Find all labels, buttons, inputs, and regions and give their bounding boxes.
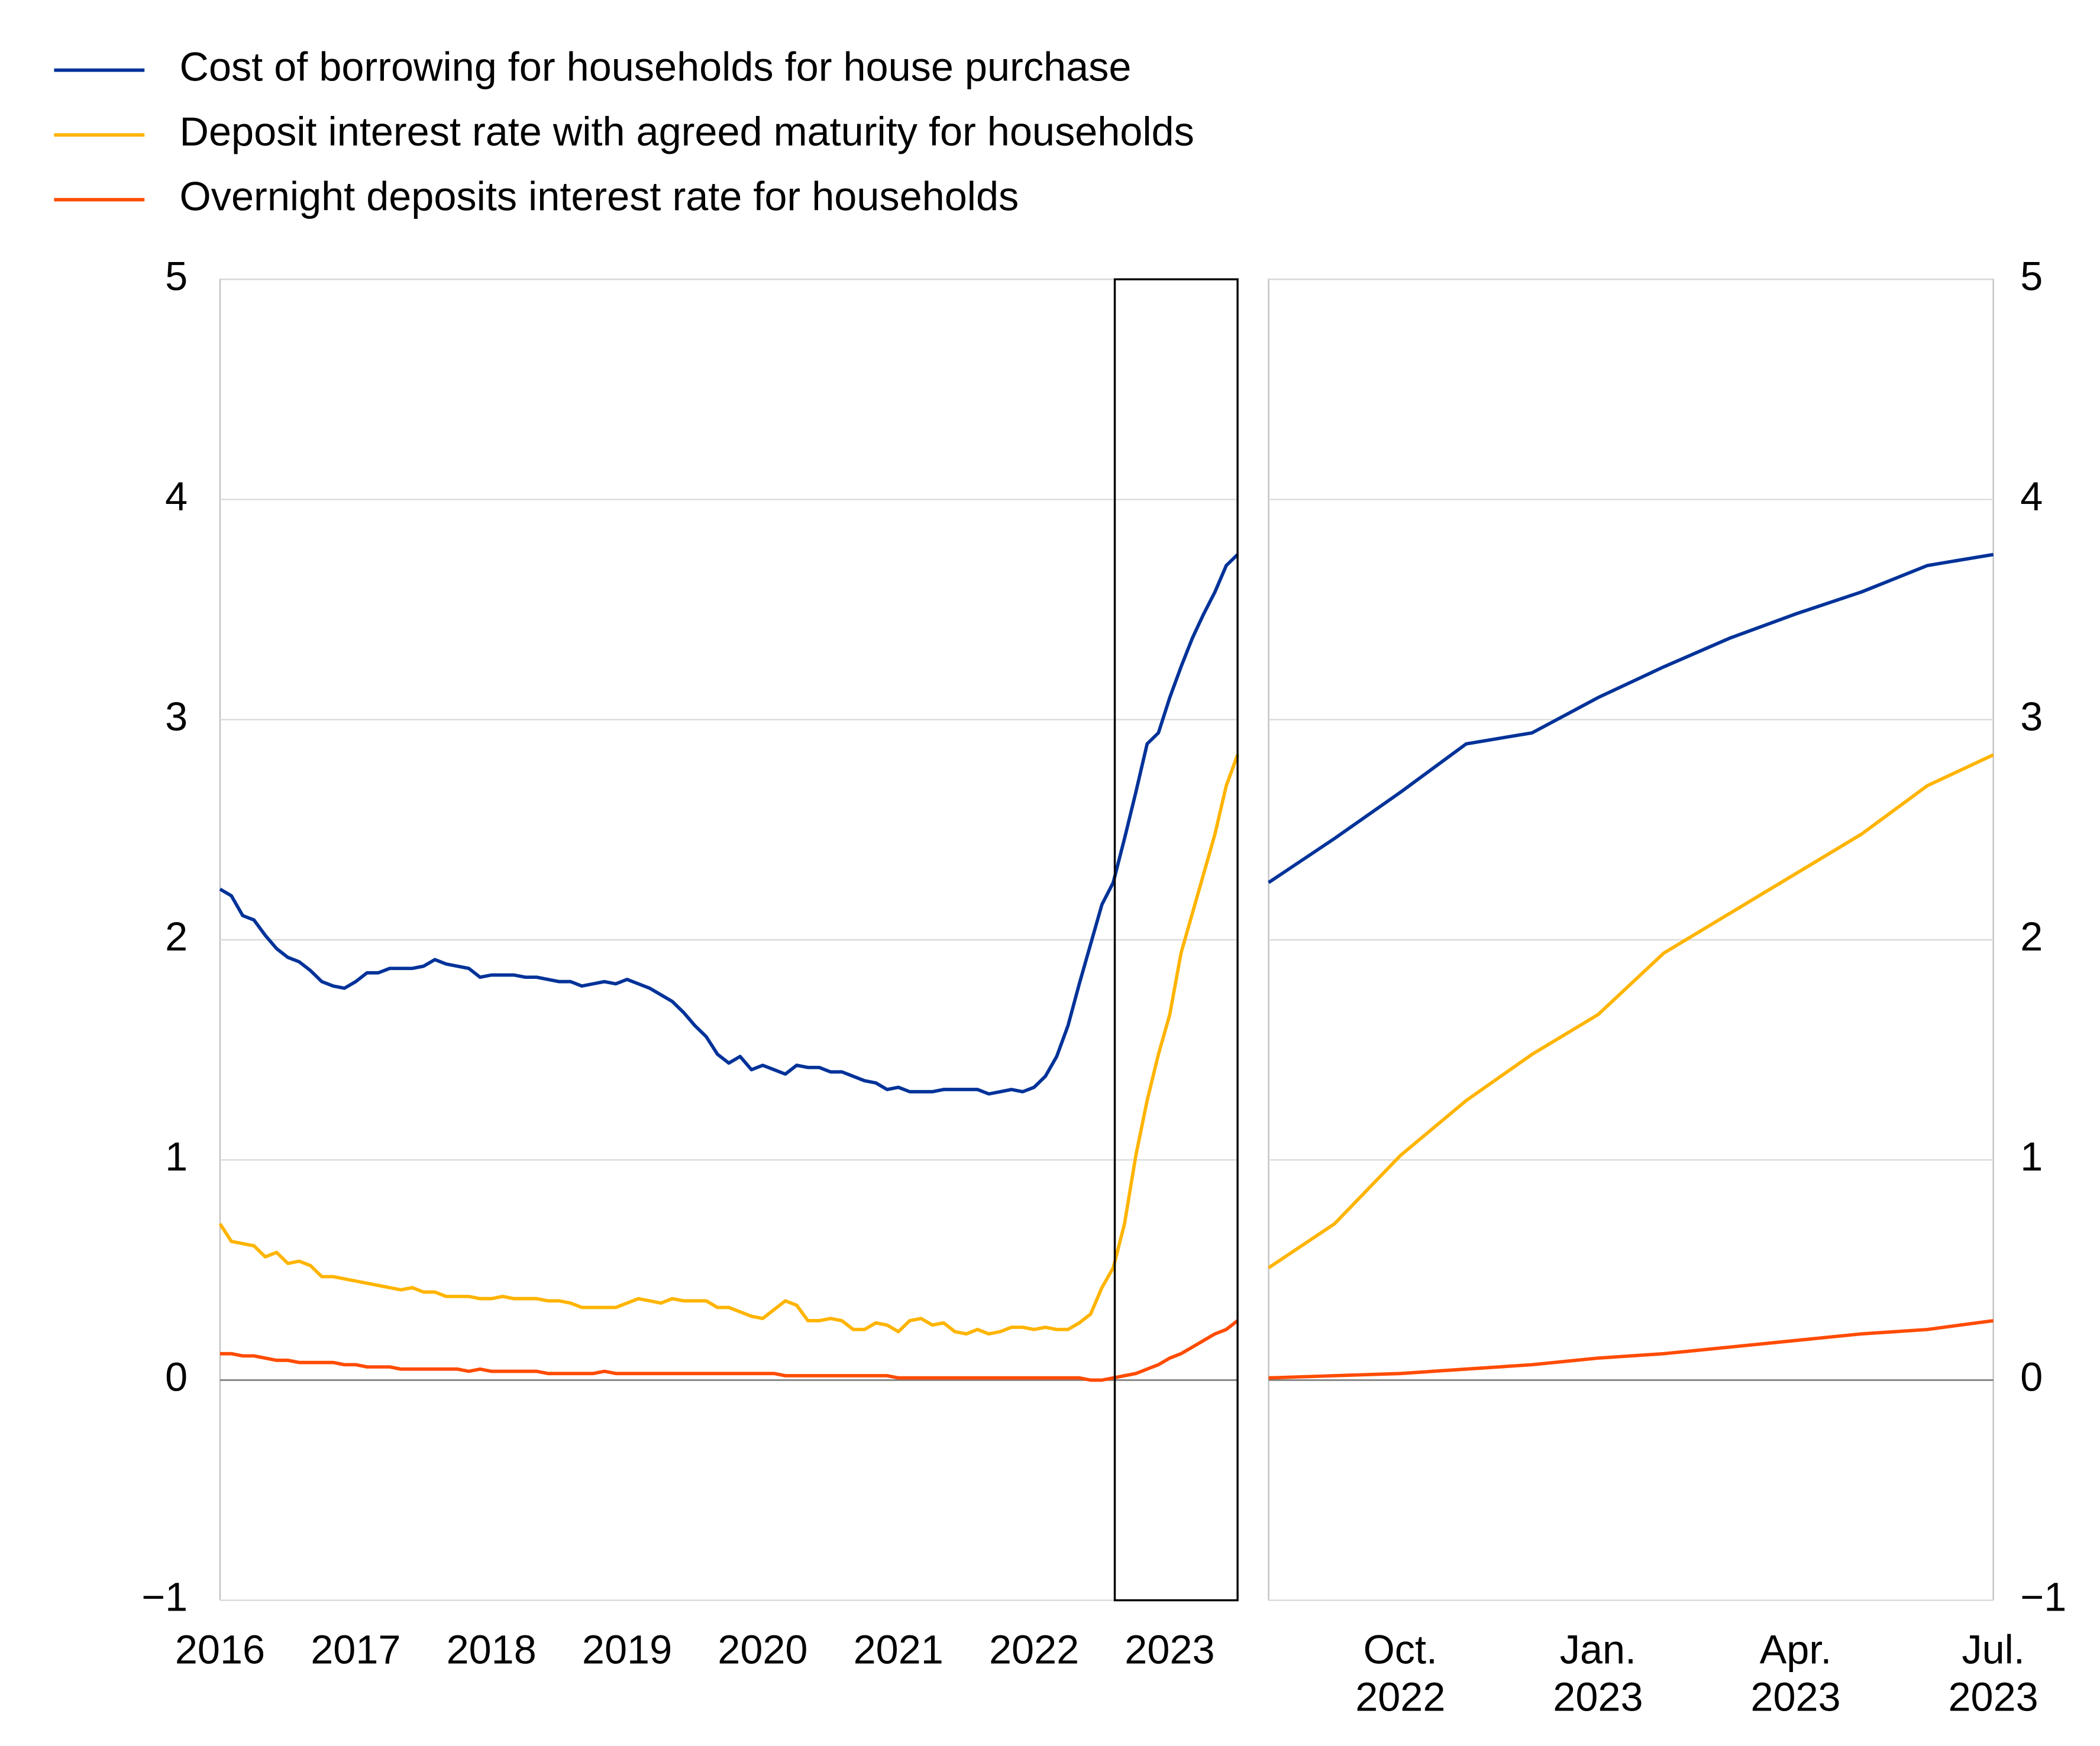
x-tick-label: 2019: [582, 1627, 672, 1673]
series-line: [1267, 753, 1994, 1269]
legend-label: Deposit interest rate with agreed maturi…: [180, 109, 1194, 154]
y-tick-label: −1: [2020, 1574, 2066, 1620]
x-tick-label: Oct. 2022: [1355, 1627, 1445, 1720]
y-tick-label: −1: [141, 1574, 188, 1620]
x-tick-label: 2020: [718, 1627, 807, 1673]
y-tick-label: 1: [165, 1134, 188, 1179]
x-tick-label: 2021: [854, 1627, 944, 1673]
series-line: [220, 1319, 1239, 1382]
x-tick-label: Apr. 2023: [1750, 1627, 1840, 1720]
y-tick-label: 5: [165, 253, 188, 299]
legend-label: Cost of borrowing for households for hou…: [180, 44, 1132, 90]
y-tick-label: 4: [165, 474, 188, 519]
x-tick-label: 2017: [311, 1627, 400, 1673]
y-tick-label: 1: [2020, 1134, 2043, 1179]
series-line: [219, 553, 1239, 1096]
y-tick-label: 5: [2020, 253, 2043, 299]
series-line: [1268, 1319, 1994, 1380]
y-tick-label: 2: [2020, 914, 2043, 959]
y-tick-label: 3: [165, 694, 188, 739]
y-tick-label: 4: [2020, 474, 2043, 519]
x-tick-label: Jan. 2023: [1553, 1627, 1643, 1720]
x-tick-label: Jul. 2023: [1949, 1627, 2038, 1720]
legend-label: Overnight deposits interest rate for hou…: [180, 174, 1019, 219]
x-tick-label: 2022: [989, 1627, 1079, 1673]
y-tick-label: 2: [165, 914, 188, 959]
x-tick-label: 2023: [1125, 1627, 1214, 1673]
y-tick-label: 0: [165, 1354, 188, 1399]
x-tick-label: 2018: [447, 1627, 537, 1673]
y-tick-label: 0: [2020, 1354, 2043, 1399]
series-line: [1267, 552, 1994, 884]
y-tick-label: 3: [2020, 694, 2043, 739]
series-line: [218, 754, 1239, 1336]
x-tick-label: 2016: [175, 1627, 265, 1673]
highlight-box: [1113, 278, 1239, 1602]
